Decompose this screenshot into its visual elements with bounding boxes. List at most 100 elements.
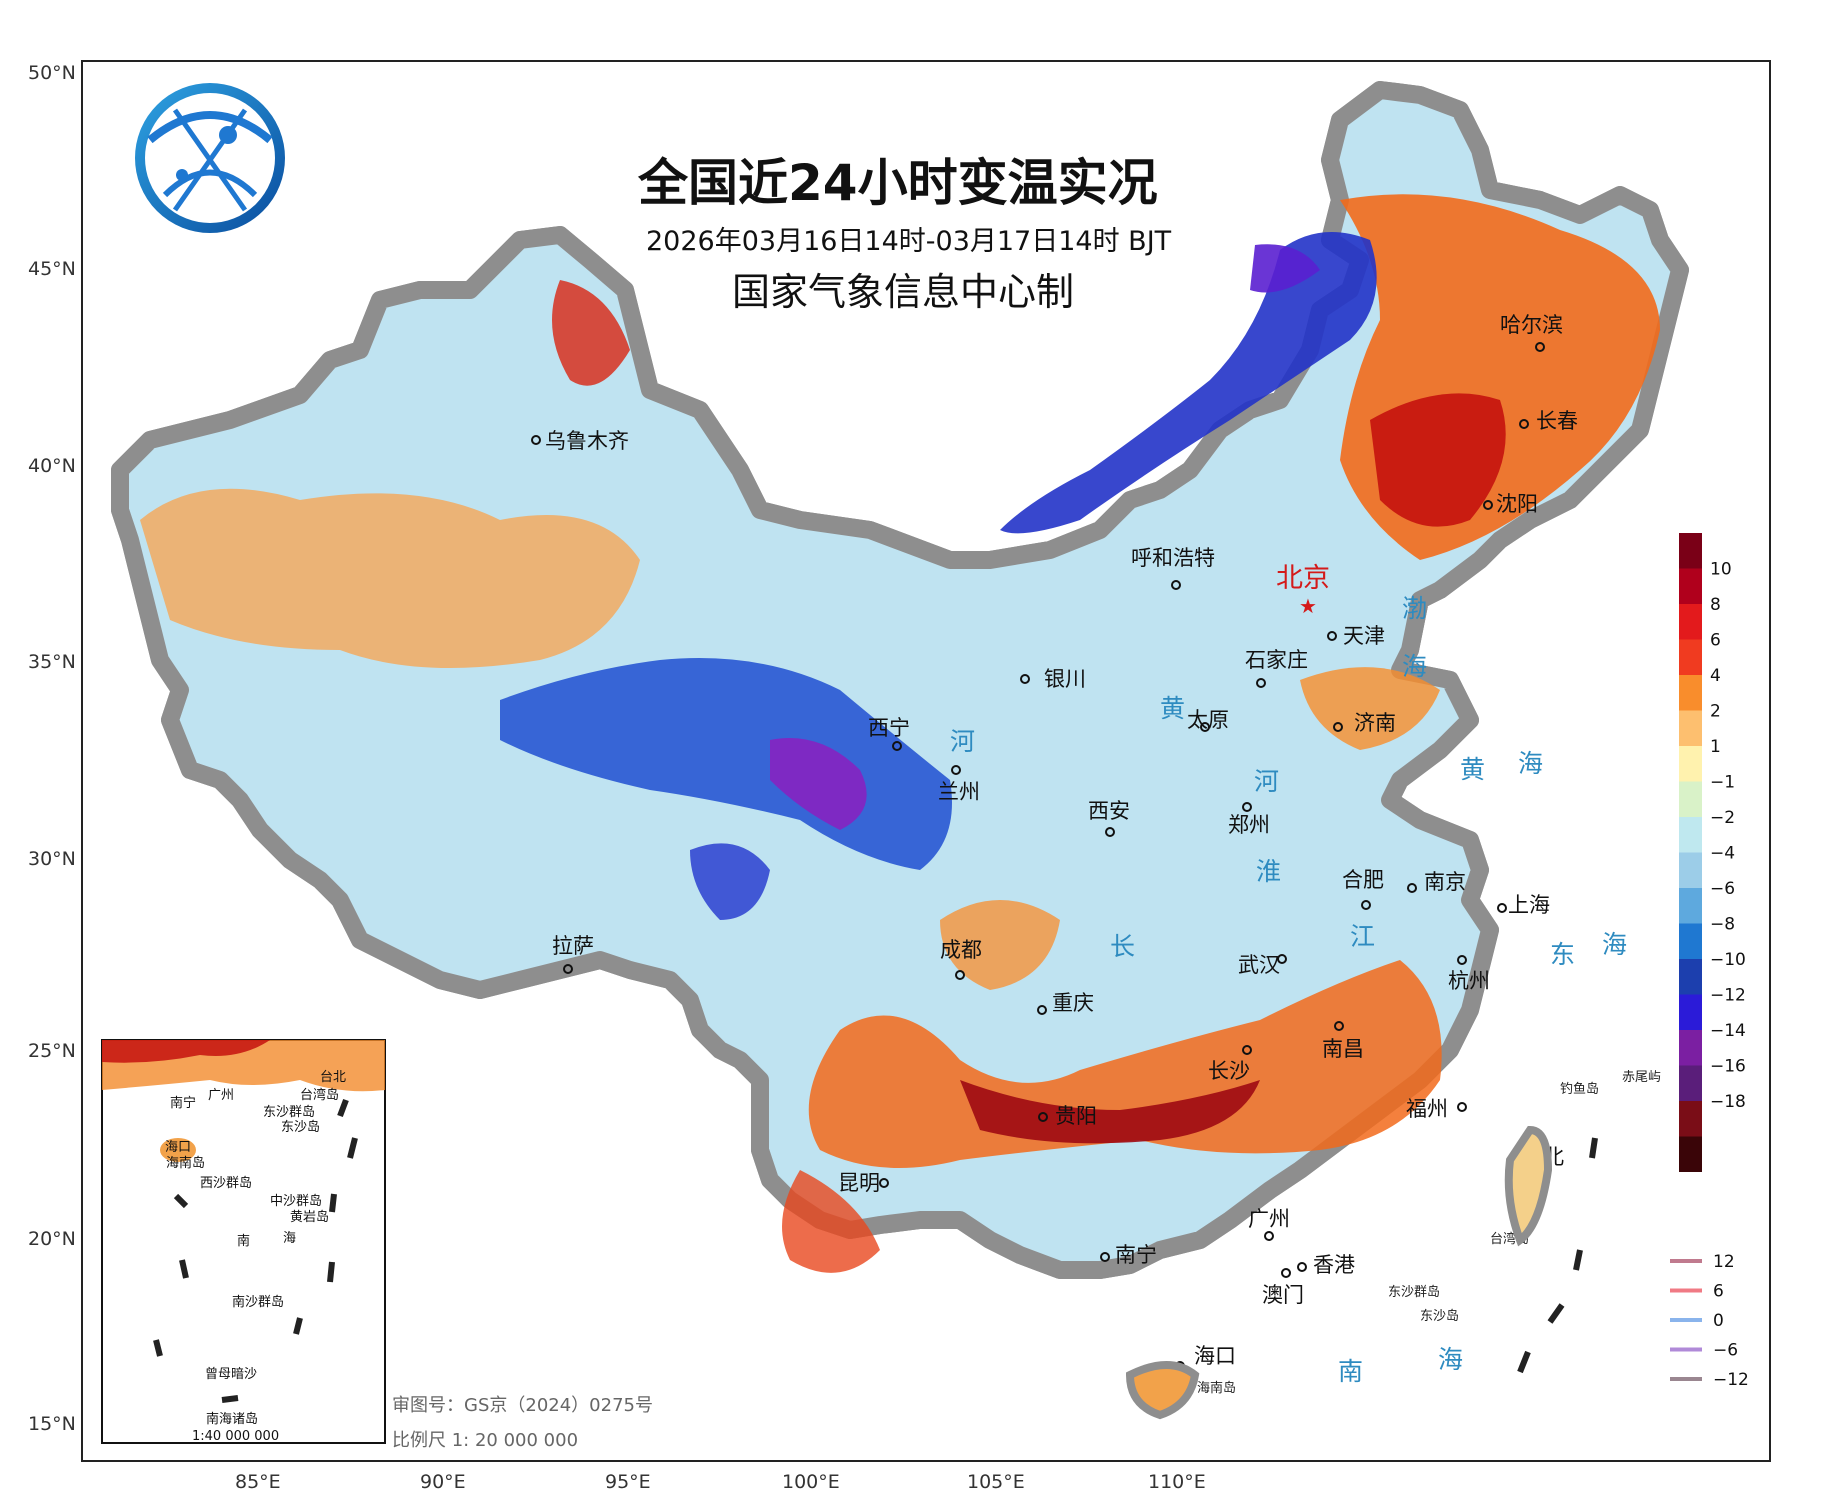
city-marker[interactable]: 杭州 <box>1448 955 1490 993</box>
city-marker[interactable]: 西安 <box>1088 799 1130 837</box>
city-marker[interactable]: 成都 <box>940 938 982 980</box>
city-marker[interactable]: 福州 <box>1406 1097 1467 1121</box>
island-label: 东沙群岛 <box>1388 1284 1440 1300</box>
inset-label: 海口 <box>165 1140 191 1155</box>
city-marker[interactable]: 沈阳 <box>1483 492 1538 516</box>
legend-label: −8 <box>1710 915 1735 935</box>
city-marker[interactable]: 南昌 <box>1322 1021 1364 1061</box>
nine-dash-line <box>1517 1137 1598 1374</box>
city-label: 呼和浩特 <box>1131 546 1215 570</box>
inset-label: 东沙群岛 <box>263 1104 315 1120</box>
sea-label: 黄 <box>1460 755 1485 784</box>
city-marker[interactable]: 长沙 <box>1208 1045 1252 1083</box>
legend-swatch <box>1679 746 1702 782</box>
city-marker[interactable]: 重庆 <box>1037 991 1094 1015</box>
city-marker[interactable]: 郑州 <box>1228 802 1270 837</box>
city-marker[interactable]: 澳门 <box>1262 1268 1304 1307</box>
line-legend-label: 12 <box>1713 1252 1735 1272</box>
city-label: 郑州 <box>1228 813 1270 837</box>
legend-swatch <box>1679 852 1702 888</box>
lon-axis: 85°E 90°E 95°E 100°E 105°E 110°E <box>235 1471 1206 1493</box>
city-marker[interactable]: 南宁 <box>1100 1243 1157 1267</box>
color-legend: 10 8 6 4 2 1 −1 −2 −4 −6 −8 −10 −12 −14 −16 −18 <box>1679 533 1746 1172</box>
inset-label: 南 <box>237 1233 250 1249</box>
warm-zone <box>782 1170 880 1273</box>
city-marker[interactable]: 武汉 <box>1238 953 1287 977</box>
lat-tick-label: 45°N <box>28 258 76 280</box>
city-marker[interactable]: 济南 <box>1333 711 1396 735</box>
city-marker[interactable]: 呼和浩特 <box>1131 546 1215 590</box>
city-label: 成都 <box>940 938 982 962</box>
legend-swatch <box>1679 533 1702 569</box>
city-marker[interactable]: 广州 <box>1248 1207 1290 1241</box>
line-legend-label: 0 <box>1713 1311 1724 1331</box>
legend-swatch <box>1679 959 1702 995</box>
river-label: 长 <box>1110 932 1135 961</box>
city-label: 杭州 <box>1448 969 1490 993</box>
cma-logo <box>135 83 285 233</box>
legend-swatch <box>1679 639 1702 675</box>
legend-swatch <box>1679 568 1702 604</box>
sea-label: 海 <box>1602 930 1627 959</box>
capital-star-icon: ★ <box>1299 594 1317 618</box>
map-subtitle: 2026年03月16日14时-03月17日14时 BJT <box>646 226 1172 257</box>
capital-marker[interactable]: ★ 北京 <box>1276 563 1330 618</box>
legend-swatch <box>1679 1136 1702 1172</box>
city-label: 海口 <box>1194 1344 1236 1368</box>
inset-label: 中沙群岛 <box>270 1193 322 1209</box>
city-marker[interactable]: 南京 <box>1407 870 1466 894</box>
legend-swatch <box>1679 994 1702 1030</box>
city-marker[interactable]: 银川 <box>1020 667 1086 691</box>
city-marker[interactable]: 太原 <box>1187 708 1229 732</box>
city-label: 重庆 <box>1052 991 1094 1015</box>
legend-label: −4 <box>1710 844 1735 864</box>
city-label: 武汉 <box>1238 953 1280 977</box>
lat-tick-label: 20°N <box>28 1228 76 1250</box>
city-label: 贵阳 <box>1055 1104 1097 1128</box>
city-marker[interactable]: 兰州 <box>938 765 980 804</box>
city-marker[interactable]: 香港 <box>1297 1253 1355 1277</box>
map-title: 全国近24小时变温实况 <box>637 154 1158 212</box>
city-marker[interactable]: 乌鲁木齐 <box>531 429 629 453</box>
inset-label: 南沙群岛 <box>232 1294 284 1310</box>
sea-label: 海 <box>1402 652 1427 681</box>
legend-label: −10 <box>1710 950 1746 970</box>
legend-label: 8 <box>1710 595 1721 615</box>
city-marker[interactable]: 拉萨 <box>552 934 594 974</box>
sea-label: 东 <box>1550 940 1575 969</box>
city-marker[interactable]: 长春 <box>1519 409 1578 433</box>
lat-tick-label: 30°N <box>28 848 76 870</box>
capital-label: 北京 <box>1276 563 1330 594</box>
city-marker[interactable]: 西宁 <box>868 716 910 751</box>
city-label: 香港 <box>1313 1253 1355 1277</box>
city-marker[interactable]: 天津 <box>1327 624 1385 648</box>
city-marker[interactable]: 上海 <box>1497 893 1550 917</box>
city-label: 太原 <box>1187 708 1229 732</box>
line-legend: 12 6 0 −6 −12 <box>1670 1252 1749 1390</box>
cold-zone <box>1000 232 1377 534</box>
cold-zone <box>1250 244 1320 293</box>
legend-label: −1 <box>1710 773 1735 793</box>
inset-label: 广州 <box>208 1088 234 1103</box>
city-marker[interactable]: 贵阳 <box>1038 1104 1097 1128</box>
warm-zone <box>1370 393 1506 527</box>
city-marker[interactable]: 哈尔滨 <box>1500 313 1563 352</box>
river-labels: 黄 河 河 淮 江 长 <box>950 694 1375 961</box>
city-label: 南宁 <box>1115 1243 1157 1267</box>
inset-label: 海南岛 <box>166 1155 205 1171</box>
city-label: 南昌 <box>1322 1037 1364 1061</box>
city-marker[interactable]: 石家庄 <box>1245 648 1308 688</box>
inset-label: 曾母暗沙 <box>205 1367 257 1382</box>
lon-tick-label: 105°E <box>967 1471 1025 1493</box>
warm-zone <box>552 280 630 386</box>
city-label: 拉萨 <box>552 934 594 958</box>
warm-zone <box>808 960 1442 1168</box>
city-label: 西宁 <box>868 716 910 740</box>
legend-label: −6 <box>1710 879 1735 899</box>
city-marker[interactable]: 昆明 <box>838 1171 889 1195</box>
hainan-region <box>1125 1361 1200 1420</box>
taiwan-region <box>1504 1125 1553 1247</box>
city-marker[interactable]: 合肥 <box>1342 868 1384 910</box>
legend-swatch <box>1679 1101 1702 1137</box>
